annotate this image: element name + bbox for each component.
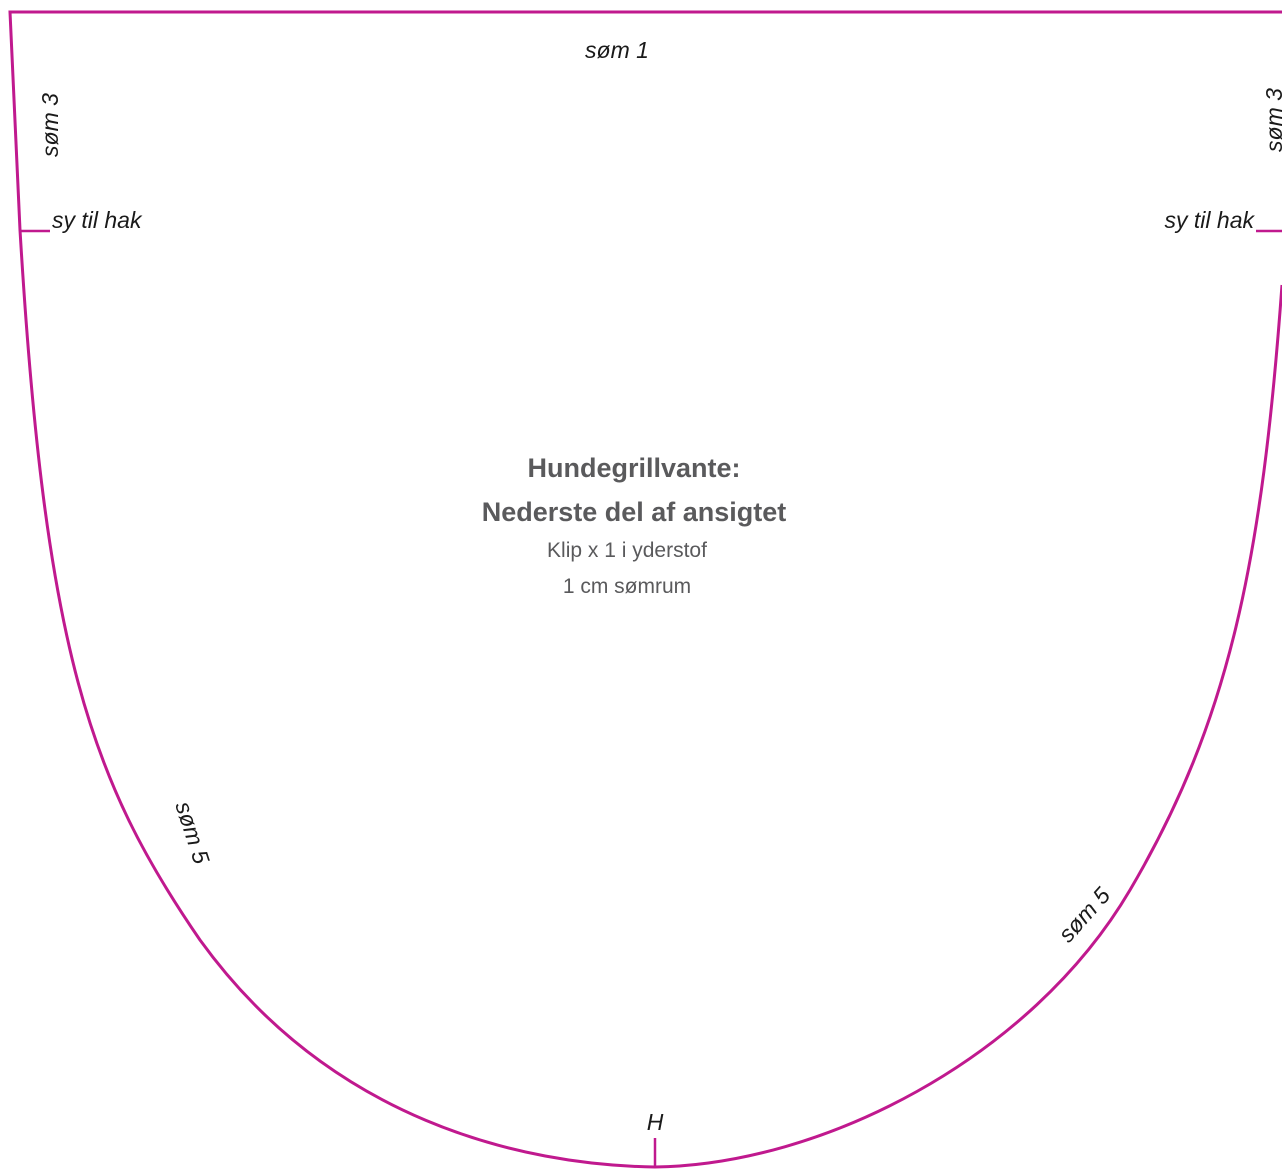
- notch-label-left: sy til hak: [52, 207, 143, 233]
- center-mark-label: H: [647, 1109, 664, 1135]
- seam-label-top: søm 1: [585, 37, 649, 63]
- seam-label-left-lower: søm 5: [170, 798, 215, 867]
- seam-label-right-lower: søm 5: [1053, 882, 1115, 947]
- notch-label-right: sy til hak: [1165, 207, 1256, 233]
- pattern-outline: [8, 10, 1282, 1169]
- seam-label-left-upper: søm 3: [37, 93, 63, 157]
- pattern-instruction-cut: Klip x 1 i yderstof: [547, 539, 707, 562]
- pattern-instruction-seam: 1 cm sømrum: [563, 575, 691, 598]
- seam-label-right-upper: søm 3: [1261, 88, 1282, 152]
- pattern-title-line2: Nederste del af ansigtet: [482, 497, 787, 527]
- pattern-title-line1: Hundegrillvante:: [527, 453, 740, 483]
